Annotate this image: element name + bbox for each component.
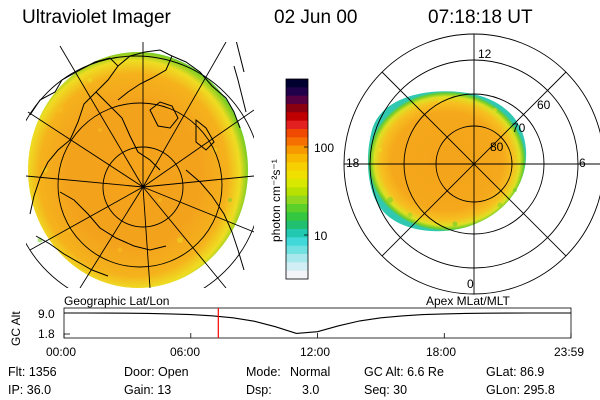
- flight-number: Flt: 1356: [8, 365, 57, 379]
- mlat-label-80: 80: [490, 140, 504, 154]
- timeline-tick-label-2359: 23:59: [554, 345, 585, 359]
- colorbar-swatch: [286, 95, 308, 105]
- timeline-ticks: [63, 333, 572, 338]
- mode-value: Normal: [290, 365, 331, 379]
- dsp-value: 3.0: [302, 383, 320, 397]
- gc-altitude: GC Alt: 6.6 Re: [364, 365, 444, 379]
- colorbar-swatch: [286, 195, 308, 205]
- dsp-label: Dsp:: [246, 383, 272, 397]
- colorbar-swatch: [286, 220, 308, 230]
- mlt-label-18: 18: [346, 156, 360, 170]
- door-status: Door: Open: [124, 365, 189, 379]
- geographic-map: [26, 42, 254, 288]
- mode-label: Mode:: [246, 365, 281, 379]
- colorbar-swatch: [286, 229, 308, 238]
- mlt-label-6: 6: [579, 156, 586, 170]
- colorbar-swatch: [286, 112, 308, 122]
- geographic-panel-label: Geographic Lat/Lon: [64, 294, 170, 308]
- colorbar-swatch: [286, 154, 308, 163]
- colorbar-label-100: 100: [314, 141, 335, 155]
- apex-polar-plot: [343, 33, 600, 295]
- timeline-plot: [63, 307, 572, 339]
- colorbar-swatch: [286, 204, 308, 213]
- colorbar: [285, 78, 309, 280]
- mag-speckle: [378, 97, 517, 227]
- colorbar-swatch: [286, 179, 308, 188]
- colorbar-swatch: [286, 162, 308, 172]
- time-label: 07:18:18 UT: [428, 7, 533, 28]
- sequence-number: Seq: 30: [364, 383, 408, 397]
- colorbar-swatch: [286, 129, 308, 138]
- colorbar-label-10: 10: [314, 229, 328, 243]
- colorbar-swatch: [286, 187, 308, 197]
- colorbar-strip: [286, 79, 308, 280]
- geo-grid: [26, 42, 254, 288]
- mlt-label-0: 0: [467, 277, 474, 291]
- colorbar-swatch: [286, 237, 308, 247]
- mlt-label-12: 12: [478, 47, 492, 61]
- timeline-axis-label: GC Alt: [9, 311, 23, 346]
- timeline-tick-label-1200: 12:00: [300, 345, 331, 359]
- mlat-label-70: 70: [512, 121, 526, 135]
- magnetic-panel-label: Apex MLat/MLT: [426, 294, 510, 308]
- colorbar-swatch: [286, 104, 308, 113]
- colorbar-swatch: [286, 137, 308, 147]
- altitude-curve: [64, 312, 571, 334]
- date-label: 02 Jun 00: [274, 7, 358, 28]
- timeline-tick-label-0000: 00:00: [46, 345, 77, 359]
- ip-value: IP: 36.0: [8, 383, 52, 397]
- colorbar-swatch: [286, 270, 308, 280]
- mag-aurora-oval: [367, 91, 527, 232]
- instrument-title: Ultraviolet Imager: [22, 7, 171, 28]
- timeline-tick-label-1800: 18:00: [426, 345, 457, 359]
- colorbar-swatch: [286, 79, 308, 88]
- geographic-latitude: GLat: 86.9: [486, 365, 545, 379]
- colorbar-swatch: [286, 254, 308, 263]
- gain-value: Gain: 13: [124, 383, 172, 397]
- geo-aurora-disk: [28, 52, 248, 288]
- colorbar-swatch: [286, 120, 308, 130]
- colorbar-swatch: [286, 262, 308, 272]
- polar-grid: [343, 33, 600, 295]
- mlat-label-60: 60: [537, 98, 551, 112]
- colorbar-unit-label: photon cm⁻²s⁻¹: [269, 159, 283, 242]
- colorbar-frame: [285, 78, 309, 280]
- timeline-ymax-label: 9.0: [38, 307, 55, 321]
- timeline-tick-label-0600: 06:00: [170, 345, 201, 359]
- timeline-ymin-label: 1.8: [38, 327, 55, 341]
- colorbar-swatch: [286, 170, 308, 180]
- colorbar-swatch: [286, 245, 308, 255]
- geographic-longitude: GLon: 295.8: [486, 383, 555, 397]
- colorbar-swatch: [286, 87, 308, 97]
- colorbar-swatch: [286, 212, 308, 222]
- colorbar-swatch: [286, 145, 308, 155]
